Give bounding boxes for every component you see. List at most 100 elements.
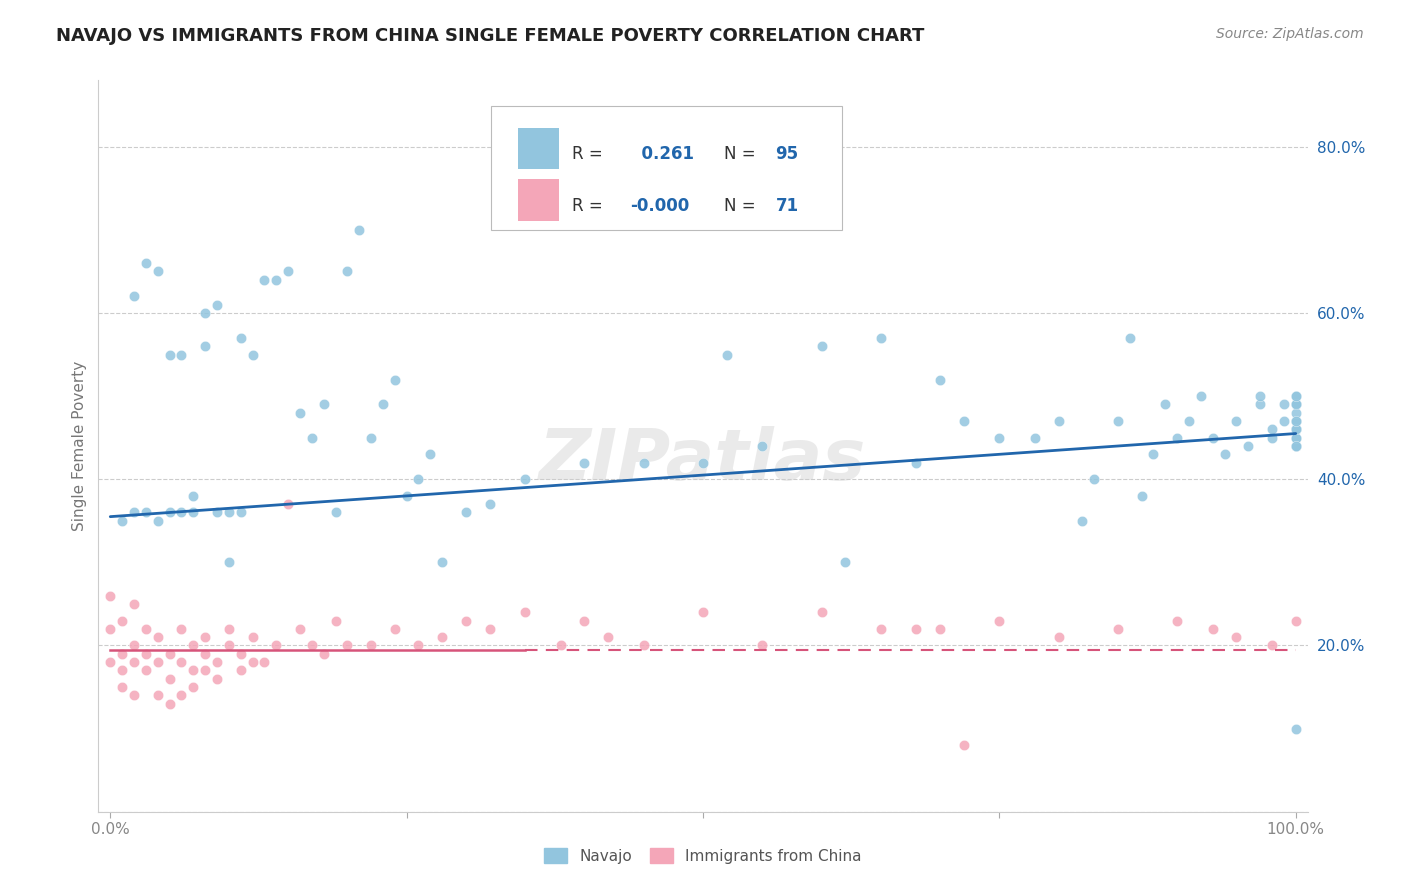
Point — [1071, 514, 1094, 528]
Point — [869, 622, 891, 636]
Point — [205, 298, 228, 312]
Point — [218, 639, 240, 653]
Point — [1047, 414, 1070, 428]
Point — [988, 614, 1011, 628]
Point — [1285, 614, 1308, 628]
Point — [1285, 397, 1308, 411]
Point — [194, 630, 217, 644]
Text: 71: 71 — [776, 196, 799, 214]
Point — [1083, 472, 1105, 486]
Point — [135, 647, 157, 661]
Point — [98, 655, 121, 669]
Point — [1285, 422, 1308, 436]
Point — [1285, 397, 1308, 411]
Point — [1213, 447, 1236, 461]
Point — [1285, 422, 1308, 436]
Point — [181, 639, 204, 653]
Point — [277, 264, 299, 278]
Point — [1202, 431, 1225, 445]
Point — [598, 630, 620, 644]
Point — [1189, 389, 1212, 403]
Text: -0.000: -0.000 — [630, 196, 690, 214]
Point — [952, 414, 974, 428]
Point — [229, 506, 252, 520]
Text: R =: R = — [572, 196, 609, 214]
Point — [1285, 414, 1308, 428]
Point — [135, 664, 157, 678]
Point — [194, 664, 217, 678]
Point — [111, 614, 134, 628]
Point — [242, 655, 264, 669]
Point — [122, 655, 145, 669]
Text: N =: N = — [724, 145, 761, 163]
Point — [1285, 389, 1308, 403]
Point — [952, 738, 974, 752]
Point — [336, 264, 359, 278]
Point — [264, 273, 287, 287]
Point — [229, 331, 252, 345]
Point — [1261, 431, 1284, 445]
Point — [633, 639, 655, 653]
Point — [1285, 397, 1308, 411]
Point — [146, 264, 169, 278]
Point — [135, 506, 157, 520]
Text: 0.261: 0.261 — [630, 145, 695, 163]
Point — [1272, 414, 1295, 428]
Point — [1202, 622, 1225, 636]
Point — [1249, 389, 1271, 403]
Point — [1107, 622, 1129, 636]
FancyBboxPatch shape — [492, 106, 842, 230]
Point — [181, 664, 204, 678]
Point — [1285, 422, 1308, 436]
Point — [122, 597, 145, 611]
Point — [371, 397, 394, 411]
Point — [135, 622, 157, 636]
Point — [264, 639, 287, 653]
Point — [312, 397, 335, 411]
Point — [325, 614, 347, 628]
Point — [170, 689, 193, 703]
Point — [988, 431, 1011, 445]
Point — [432, 630, 454, 644]
Point — [751, 439, 773, 453]
Point — [869, 331, 891, 345]
Point — [454, 614, 477, 628]
Point — [170, 347, 193, 362]
Point — [253, 655, 276, 669]
Text: NAVAJO VS IMMIGRANTS FROM CHINA SINGLE FEMALE POVERTY CORRELATION CHART: NAVAJO VS IMMIGRANTS FROM CHINA SINGLE F… — [56, 27, 925, 45]
Point — [360, 639, 382, 653]
Point — [253, 273, 276, 287]
Point — [1166, 431, 1188, 445]
Point — [336, 639, 359, 653]
Point — [218, 555, 240, 569]
Point — [810, 605, 832, 619]
Point — [1285, 422, 1308, 436]
Point — [194, 306, 217, 320]
Point — [181, 680, 204, 694]
Point — [146, 689, 169, 703]
Point — [1285, 389, 1308, 403]
Point — [229, 647, 252, 661]
Point — [1285, 439, 1308, 453]
Point — [181, 506, 204, 520]
Point — [1285, 414, 1308, 428]
Point — [408, 472, 430, 486]
Point — [1261, 639, 1284, 653]
Point — [692, 456, 714, 470]
Point — [301, 431, 323, 445]
Point — [98, 589, 121, 603]
Point — [205, 655, 228, 669]
Point — [205, 672, 228, 686]
Point — [288, 406, 311, 420]
Point — [692, 605, 714, 619]
Point — [159, 647, 181, 661]
Point — [1249, 397, 1271, 411]
Point — [170, 655, 193, 669]
Point — [98, 622, 121, 636]
Point — [122, 639, 145, 653]
Point — [111, 680, 134, 694]
Point — [1154, 397, 1177, 411]
Point — [929, 622, 952, 636]
Point — [1285, 722, 1308, 736]
Point — [1130, 489, 1153, 503]
